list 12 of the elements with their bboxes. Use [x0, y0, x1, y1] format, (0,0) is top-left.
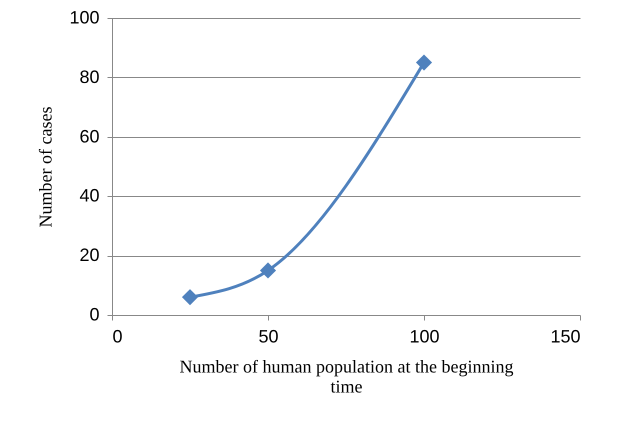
y-tick-label: 40: [79, 186, 100, 206]
x-axis-title: Number of human population at the beginning time: [180, 356, 514, 396]
y-tick-label: 0: [89, 304, 100, 324]
x-tick-label: 150: [550, 326, 580, 346]
y-axis-title: Number of cases: [35, 106, 56, 228]
y-tick-label: 100: [69, 8, 100, 28]
x-tick-label: 100: [409, 326, 440, 346]
x-tick-label: 0: [112, 326, 123, 346]
y-tick-label: 80: [79, 66, 100, 87]
y-tick-label: 20: [79, 245, 100, 266]
y-tick-label: 60: [79, 126, 100, 146]
x-tick-label: 50: [258, 326, 279, 346]
